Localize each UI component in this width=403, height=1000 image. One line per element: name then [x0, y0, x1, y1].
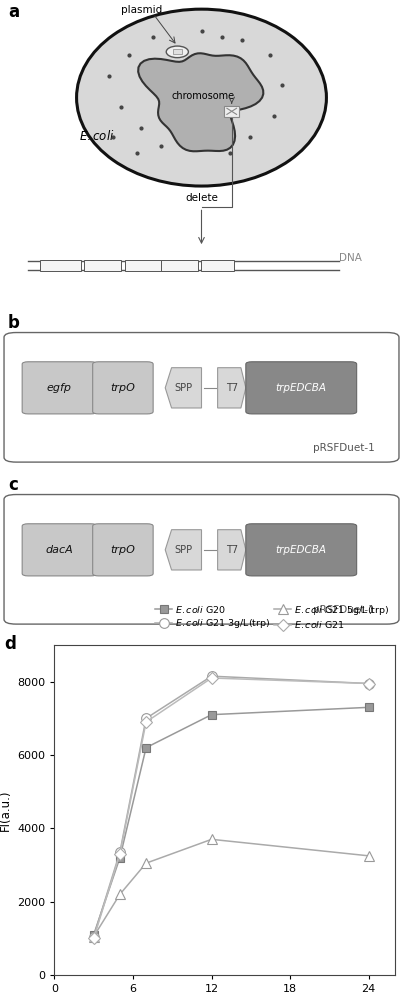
Polygon shape	[165, 368, 202, 408]
FancyBboxPatch shape	[201, 260, 234, 271]
FancyBboxPatch shape	[84, 260, 121, 271]
Text: a: a	[8, 3, 19, 21]
FancyBboxPatch shape	[125, 260, 162, 271]
Text: trpB: trpB	[171, 261, 188, 270]
Text: trpEDCBA: trpEDCBA	[276, 383, 327, 393]
Ellipse shape	[77, 9, 326, 186]
FancyBboxPatch shape	[4, 495, 399, 624]
Ellipse shape	[166, 46, 189, 58]
FancyBboxPatch shape	[161, 260, 198, 271]
Text: trpC: trpC	[135, 261, 152, 270]
Text: plasmid: plasmid	[121, 5, 162, 15]
Text: T7: T7	[226, 545, 238, 555]
Legend: $\it{E. coli}$ G20, $\it{E. coli}$ G21 3g/L(trp), $\it{E. coli}$ G21 5g/L(trp), : $\it{E. coli}$ G20, $\it{E. coli}$ G21 3…	[152, 600, 394, 634]
Text: $\bf{\it{E.coli}}$: $\bf{\it{E.coli}}$	[79, 129, 114, 143]
Text: trpE: trpE	[52, 261, 69, 270]
Text: b: b	[8, 314, 20, 332]
Text: trpA: trpA	[209, 261, 226, 270]
FancyBboxPatch shape	[22, 524, 97, 576]
Text: T7: T7	[226, 383, 238, 393]
FancyBboxPatch shape	[173, 49, 182, 54]
Text: dacA: dacA	[46, 545, 73, 555]
Polygon shape	[165, 530, 202, 570]
Text: pRSFDuet-1: pRSFDuet-1	[313, 443, 375, 453]
Polygon shape	[218, 368, 246, 408]
Text: trpO: trpO	[110, 383, 135, 393]
Polygon shape	[138, 53, 263, 151]
Text: c: c	[8, 476, 18, 494]
Polygon shape	[218, 530, 246, 570]
Text: chromosome: chromosome	[172, 91, 235, 101]
Y-axis label: FI(a.u.): FI(a.u.)	[0, 789, 12, 831]
Text: trpD: trpD	[94, 261, 112, 270]
Text: SPP: SPP	[174, 383, 192, 393]
Text: egfp: egfp	[47, 383, 72, 393]
Text: trpO: trpO	[110, 545, 135, 555]
FancyBboxPatch shape	[224, 106, 239, 117]
FancyBboxPatch shape	[4, 333, 399, 462]
FancyBboxPatch shape	[93, 524, 153, 576]
Text: delete: delete	[185, 193, 218, 203]
FancyBboxPatch shape	[246, 362, 357, 414]
FancyBboxPatch shape	[22, 362, 97, 414]
Text: trpEDCBA: trpEDCBA	[276, 545, 327, 555]
FancyBboxPatch shape	[246, 524, 357, 576]
Text: d: d	[4, 635, 16, 653]
Text: DNA: DNA	[339, 253, 361, 263]
FancyBboxPatch shape	[93, 362, 153, 414]
Text: pRSFDuet-1: pRSFDuet-1	[313, 605, 375, 615]
FancyBboxPatch shape	[40, 260, 81, 271]
Text: SPP: SPP	[174, 545, 192, 555]
